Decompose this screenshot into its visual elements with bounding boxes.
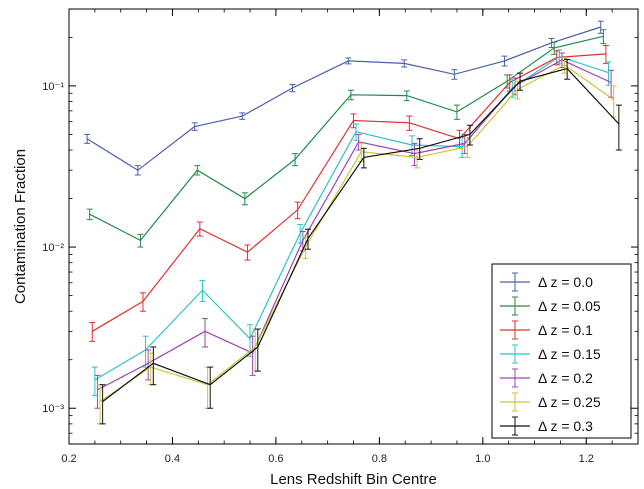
- x-tick-label: 1.0: [475, 453, 490, 465]
- legend-label: Δ z = 0.3: [538, 418, 593, 434]
- legend-label: Δ z = 0.25: [538, 394, 601, 410]
- series-0: [84, 20, 604, 176]
- error-bar: [196, 221, 203, 237]
- error-bar: [254, 328, 261, 372]
- legend-label: Δ z = 0.0: [538, 274, 593, 290]
- legend-label: Δ z = 0.15: [538, 346, 601, 362]
- error-bar: [551, 41, 558, 55]
- error-bar: [207, 366, 214, 409]
- error-bar: [347, 89, 354, 101]
- series-layer: [84, 20, 622, 425]
- error-bar: [360, 147, 367, 169]
- x-tick-label: 0.2: [61, 453, 76, 465]
- error-bar: [99, 384, 106, 425]
- error-bar: [302, 236, 309, 259]
- error-bar: [145, 349, 152, 381]
- error-bar: [294, 201, 301, 220]
- series-5: [97, 57, 617, 425]
- x-axis-title: Lens Redshift Bin Centre: [270, 471, 437, 488]
- y-tick-label: 10⁻¹: [42, 81, 64, 93]
- error-bar: [292, 153, 299, 167]
- error-bar: [94, 374, 101, 409]
- error-bar: [150, 346, 157, 386]
- error-bar: [408, 135, 415, 156]
- error-bar: [350, 113, 357, 129]
- error-bar: [453, 104, 460, 120]
- series-4: [94, 52, 615, 409]
- error-bar: [134, 165, 141, 176]
- legend-label: Δ z = 0.2: [538, 370, 593, 386]
- y-tick-label: 10⁻³: [42, 403, 64, 415]
- error-bar: [548, 37, 555, 49]
- x-tick-label: 0.6: [268, 453, 283, 465]
- error-bar: [202, 318, 209, 348]
- legend-entry: Δ z = 0.25: [500, 392, 601, 412]
- series-3: [91, 49, 612, 396]
- error-bar: [191, 122, 198, 131]
- error-bar: [244, 244, 251, 261]
- error-bar: [91, 366, 98, 396]
- error-bar: [600, 29, 607, 45]
- error-bar: [84, 133, 91, 144]
- error-bar: [561, 57, 568, 74]
- error-bar: [86, 208, 93, 221]
- axes-layer: 0.2 0.4 0.6 0.8 1.0 1.2 10⁻³ 10⁻² 10⁻¹: [42, 9, 639, 465]
- error-bar: [401, 59, 408, 68]
- legend: Δ z = 0.0 Δ z = 0.05 Δ z = 0.1 Δ z = 0.15 Δ …: [491, 263, 632, 439]
- error-bar: [517, 72, 524, 91]
- error-bar: [501, 55, 508, 67]
- error-bar: [602, 45, 609, 64]
- legend-entry: Δ z = 0.3: [500, 416, 593, 436]
- error-bar: [464, 136, 471, 158]
- y-axis-title: Contamination Fraction: [12, 149, 29, 304]
- y-tick-label: 10⁻²: [42, 242, 64, 254]
- legend-entry: Δ z = 0.1: [500, 320, 593, 340]
- error-bar: [194, 165, 201, 176]
- error-bar: [345, 57, 352, 65]
- legend-label: Δ z = 0.05: [538, 298, 601, 314]
- series-1: [86, 29, 607, 248]
- x-tick-label: 0.4: [165, 453, 180, 465]
- error-bar: [451, 69, 458, 80]
- error-bar: [615, 104, 622, 151]
- error-bar: [466, 124, 473, 146]
- legend-label: Δ z = 0.1: [538, 322, 593, 338]
- error-bar: [199, 280, 206, 302]
- error-bar: [137, 233, 144, 248]
- error-bar: [406, 115, 413, 131]
- legend-entry: Δ z = 0.2: [500, 368, 593, 388]
- x-tick-label: 1.2: [579, 453, 594, 465]
- error-bar: [597, 20, 604, 34]
- error-bar: [139, 292, 146, 312]
- error-bar: [416, 138, 423, 160]
- legend-entry: Δ z = 0.05: [500, 296, 601, 316]
- error-bar: [353, 123, 360, 141]
- error-bar: [239, 112, 246, 120]
- error-bar: [241, 192, 248, 206]
- error-bar: [304, 228, 311, 250]
- error-bar: [403, 90, 410, 102]
- error-bar: [289, 84, 296, 93]
- x-tick-label: 0.8: [372, 453, 387, 465]
- error-bar: [355, 133, 362, 151]
- error-bar: [564, 58, 571, 80]
- error-bar: [411, 142, 418, 167]
- series-6: [99, 58, 622, 425]
- legend-entry: Δ z = 0.0: [500, 272, 593, 292]
- error-bar: [249, 335, 256, 376]
- legend-entry: Δ z = 0.15: [500, 344, 601, 364]
- error-bar: [89, 322, 96, 342]
